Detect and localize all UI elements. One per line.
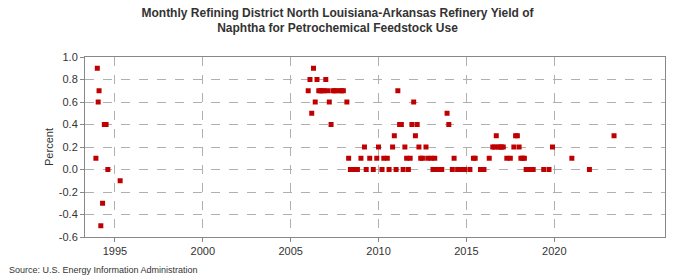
- svg-text:-0.6: -0.6: [59, 231, 78, 243]
- svg-text:2010: 2010: [366, 245, 390, 257]
- svg-text:2015: 2015: [454, 245, 478, 257]
- svg-text:0.8: 0.8: [63, 73, 78, 85]
- svg-text:2020: 2020: [542, 245, 566, 257]
- svg-text:0.2: 0.2: [63, 141, 78, 153]
- svg-text:1995: 1995: [103, 245, 127, 257]
- svg-text:0.4: 0.4: [63, 118, 78, 130]
- svg-text:0.6: 0.6: [63, 96, 78, 108]
- svg-text:-0.2: -0.2: [59, 186, 78, 198]
- svg-text:1.0: 1.0: [63, 51, 78, 63]
- svg-text:2005: 2005: [278, 245, 302, 257]
- svg-text:2000: 2000: [191, 245, 215, 257]
- svg-text:Source: U.S. Energy Informatio: Source: U.S. Energy Information Administ…: [9, 265, 198, 275]
- svg-text:-0.4: -0.4: [59, 208, 78, 220]
- svg-text:Percent: Percent: [43, 128, 55, 166]
- svg-text:0.0: 0.0: [63, 163, 78, 175]
- svg-text:Monthly Refining District Nort: Monthly Refining District North Louisian…: [141, 6, 534, 36]
